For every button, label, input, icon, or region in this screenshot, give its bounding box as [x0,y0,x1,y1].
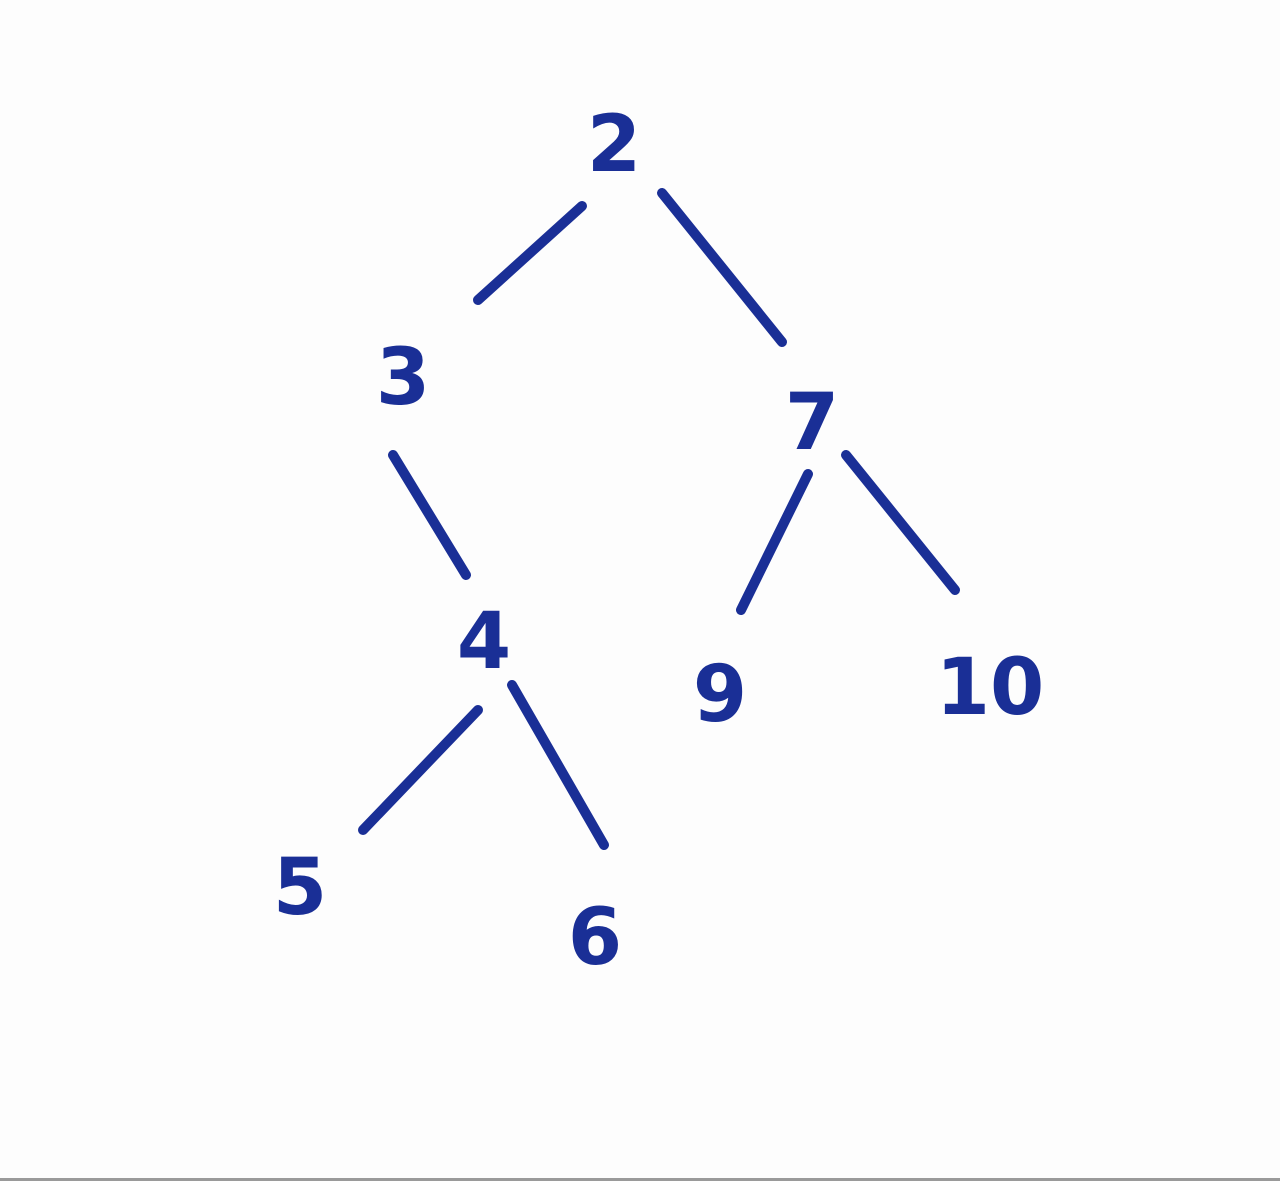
node-3-label: 3 [376,333,430,423]
node-4-label: 4 [457,597,511,687]
edge-3-4 [388,450,471,580]
node-7-label: 7 [785,378,839,468]
edge-2-7 [657,188,787,347]
node-5-label: 5 [273,843,327,933]
edge-2-3 [473,201,587,305]
bottom-edge-divider [0,1178,1280,1181]
node-6-label: 6 [568,893,622,983]
edge-7-9 [736,469,813,615]
node-2-label: 2 [587,100,641,190]
edge-4-5 [358,705,483,835]
node-9-label: 9 [693,650,747,740]
edge-4-6 [507,680,609,850]
edge-7-10 [841,450,960,595]
node-10-label: 10 [936,643,1045,733]
